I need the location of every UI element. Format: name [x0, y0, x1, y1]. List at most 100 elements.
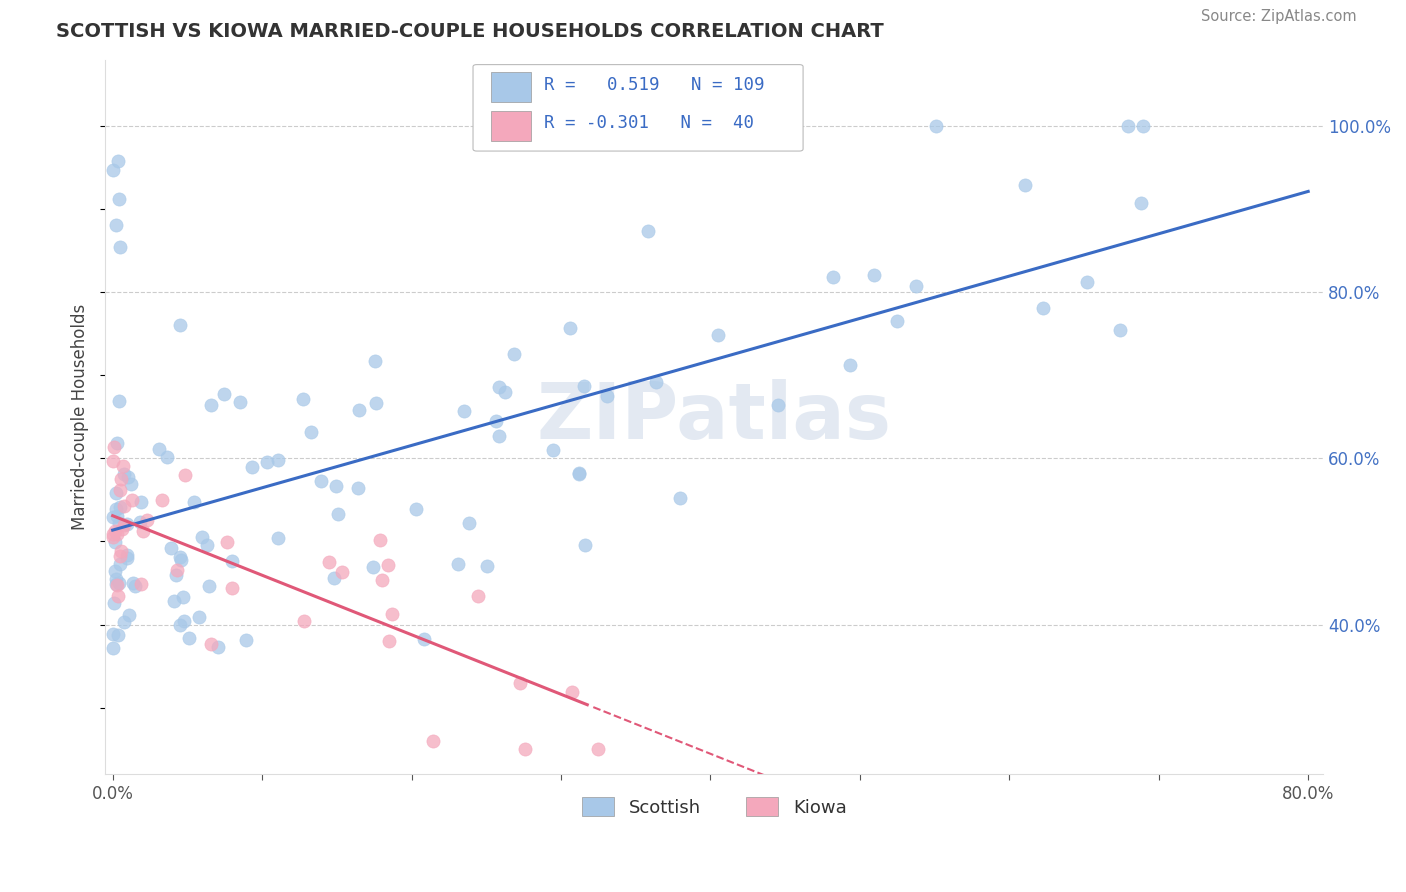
Point — [513, 742, 536, 756]
Point — [107, 516, 129, 531]
Point — [188, 610, 211, 624]
Point — [567, 466, 589, 480]
Point — [121, 492, 143, 507]
Point — [503, 347, 526, 361]
FancyBboxPatch shape — [472, 64, 803, 151]
Point — [447, 557, 470, 571]
Point — [200, 637, 222, 651]
Point — [267, 453, 290, 467]
Point — [169, 318, 191, 332]
Point — [267, 532, 290, 546]
Point — [124, 579, 146, 593]
Point — [839, 358, 862, 372]
Point — [541, 443, 564, 458]
Point — [107, 590, 129, 604]
Bar — [491, 72, 531, 102]
Point — [121, 575, 143, 590]
Point — [170, 553, 193, 567]
Point — [347, 402, 370, 417]
Point — [117, 516, 139, 531]
Point — [148, 442, 170, 456]
Point — [112, 615, 135, 630]
Point — [560, 321, 582, 335]
Point — [707, 328, 730, 343]
Point — [596, 389, 619, 403]
Point — [105, 485, 128, 500]
Point — [107, 628, 129, 642]
Point — [235, 632, 257, 647]
Point — [169, 550, 191, 565]
Point — [886, 313, 908, 327]
Point — [104, 535, 127, 549]
Point — [131, 576, 153, 591]
Point — [115, 550, 138, 565]
Point — [309, 474, 332, 488]
Point — [467, 589, 489, 603]
Point — [561, 685, 583, 699]
Point — [166, 564, 188, 578]
Point — [572, 379, 595, 393]
Point — [458, 516, 481, 530]
Point — [108, 575, 131, 590]
Point — [115, 549, 138, 563]
Point — [103, 162, 125, 177]
Point — [110, 544, 132, 558]
Point — [1132, 119, 1154, 133]
Point — [229, 395, 252, 409]
Point — [221, 582, 243, 596]
Point — [377, 558, 399, 573]
Point — [323, 571, 346, 585]
Point — [318, 555, 340, 569]
Point — [863, 268, 886, 283]
Point — [292, 615, 315, 629]
Point — [637, 224, 659, 238]
Point — [103, 596, 125, 610]
Point — [107, 394, 129, 409]
Point — [494, 384, 516, 399]
Point — [105, 527, 128, 541]
Point — [215, 535, 238, 549]
Point — [488, 429, 510, 443]
Point — [103, 440, 125, 454]
Point — [111, 458, 134, 473]
Point — [105, 573, 128, 587]
Point — [363, 560, 385, 574]
Point — [104, 219, 127, 233]
Point — [108, 549, 131, 564]
Point — [1116, 119, 1139, 133]
Text: R =   0.519   N = 109: R = 0.519 N = 109 — [544, 76, 765, 95]
Point — [1076, 275, 1098, 289]
Y-axis label: Married-couple Households: Married-couple Households — [72, 304, 89, 530]
Point — [190, 530, 212, 544]
Point — [132, 524, 155, 539]
Point — [568, 467, 591, 481]
Point — [328, 508, 350, 522]
Point — [112, 467, 135, 481]
Text: R = -0.301   N =  40: R = -0.301 N = 40 — [544, 114, 754, 132]
Point — [120, 477, 142, 491]
Point — [173, 467, 195, 482]
Point — [101, 510, 124, 524]
Point — [484, 414, 506, 428]
Point — [291, 392, 314, 406]
Point — [103, 530, 125, 544]
Point — [509, 676, 531, 690]
Point — [198, 579, 221, 593]
Point — [905, 278, 928, 293]
Point — [105, 509, 128, 524]
Point — [163, 594, 186, 608]
Point — [104, 502, 127, 516]
Point — [221, 554, 243, 568]
Point — [156, 450, 179, 464]
Point — [364, 353, 387, 368]
Point — [381, 607, 404, 621]
Point — [104, 564, 127, 578]
Legend: Scottish, Kiowa: Scottish, Kiowa — [572, 789, 856, 826]
Point — [1108, 323, 1130, 337]
Point — [108, 240, 131, 254]
Point — [150, 492, 173, 507]
Point — [112, 500, 135, 514]
Point — [368, 533, 391, 547]
Point — [475, 559, 498, 574]
Point — [108, 500, 131, 515]
